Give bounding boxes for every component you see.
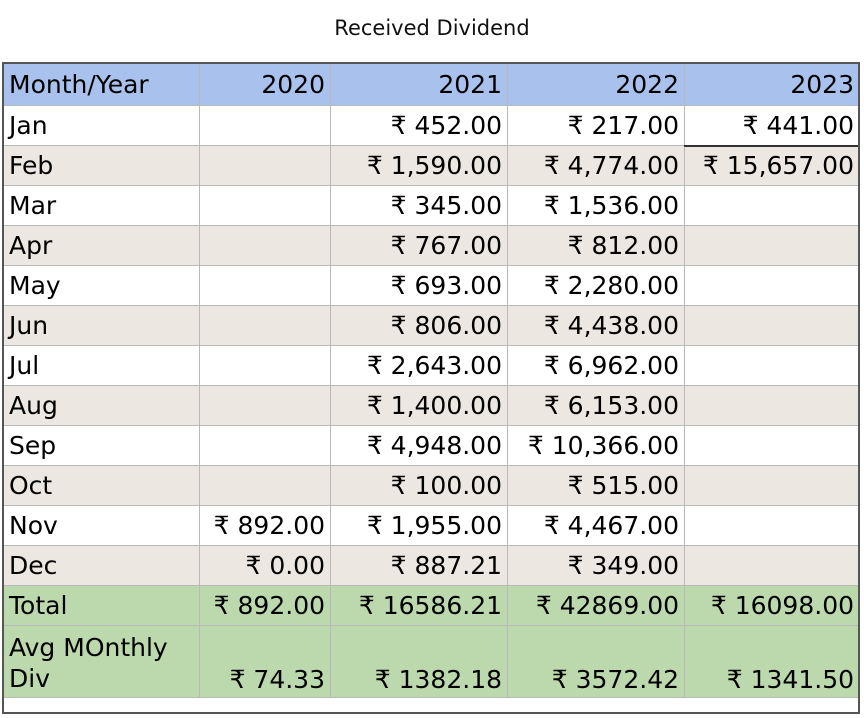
total-cell-2023[interactable]: ₹ 16098.00 xyxy=(684,585,860,626)
value-cell-2022[interactable]: ₹ 4,438.00 xyxy=(507,305,685,346)
month-cell[interactable]: Dec xyxy=(3,545,200,586)
table-row: Apr ₹ 767.00 ₹ 812.00 xyxy=(3,225,860,266)
value-cell-2021[interactable]: ₹ 1,955.00 xyxy=(330,505,508,546)
value-cell-2020[interactable] xyxy=(199,465,331,506)
value-cell-2021[interactable]: ₹ 806.00 xyxy=(330,305,508,346)
table-row: Nov ₹ 892.00 ₹ 1,955.00 ₹ 4,467.00 xyxy=(3,505,860,546)
value-cell-2022[interactable]: ₹ 349.00 xyxy=(507,545,685,586)
value-cell-2023[interactable] xyxy=(684,505,860,546)
value-cell-2023[interactable] xyxy=(684,225,860,266)
value-cell-2020[interactable] xyxy=(199,305,331,346)
month-cell[interactable]: Apr xyxy=(3,225,200,266)
table-row: May ₹ 693.00 ₹ 2,280.00 xyxy=(3,265,860,306)
value-cell-2020[interactable] xyxy=(199,185,331,226)
value-cell-2023[interactable] xyxy=(684,305,860,346)
value-cell-2022[interactable]: ₹ 10,366.00 xyxy=(507,425,685,466)
month-cell[interactable]: Jan xyxy=(3,105,200,146)
value-cell-2021[interactable]: ₹ 452.00 xyxy=(330,105,508,146)
month-cell[interactable]: May xyxy=(3,265,200,306)
value-cell-2022[interactable]: ₹ 4,774.00 xyxy=(507,145,685,186)
month-cell[interactable]: Sep xyxy=(3,425,200,466)
value-cell-2022[interactable]: ₹ 6,962.00 xyxy=(507,345,685,386)
value-cell-2021[interactable]: ₹ 345.00 xyxy=(330,185,508,226)
value-cell-2021[interactable]: ₹ 2,643.00 xyxy=(330,345,508,386)
table-row: Sep ₹ 4,948.00 ₹ 10,366.00 xyxy=(3,425,860,466)
month-cell[interactable]: Nov xyxy=(3,505,200,546)
avg-monthly-row: Avg MOnthly Div ₹ 74.33 ₹ 1382.18 ₹ 3572.42… xyxy=(3,625,860,698)
table-row: Jul ₹ 2,643.00 ₹ 6,962.00 xyxy=(3,345,860,386)
value-cell-2022[interactable]: ₹ 812.00 xyxy=(507,225,685,266)
value-cell-2023[interactable] xyxy=(684,345,860,386)
table-row: Aug ₹ 1,400.00 ₹ 6,153.00 xyxy=(3,385,860,426)
value-cell-2023[interactable] xyxy=(684,185,860,226)
table-row: Oct ₹ 100.00 ₹ 515.00 xyxy=(3,465,860,506)
total-cell-2022[interactable]: ₹ 42869.00 xyxy=(507,585,685,626)
value-cell-2020[interactable] xyxy=(199,345,331,386)
value-cell-2020[interactable] xyxy=(199,145,331,186)
table-row: Feb ₹ 1,590.00 ₹ 4,774.00 ₹ 15,657.00 xyxy=(3,145,860,186)
total-row: Total ₹ 892.00 ₹ 16586.21 ₹ 42869.00 ₹ 16098… xyxy=(3,585,860,626)
header-cell-2021[interactable]: 2021 xyxy=(330,63,508,106)
value-cell-2022[interactable]: ₹ 1,536.00 xyxy=(507,185,685,226)
month-cell[interactable]: Oct xyxy=(3,465,200,506)
value-cell-2022[interactable]: ₹ 4,467.00 xyxy=(507,505,685,546)
value-cell-2023[interactable] xyxy=(684,545,860,586)
value-cell-2021[interactable]: ₹ 693.00 xyxy=(330,265,508,306)
month-cell[interactable]: Feb xyxy=(3,145,200,186)
value-cell-2021[interactable]: ₹ 4,948.00 xyxy=(330,425,508,466)
month-cell[interactable]: Mar xyxy=(3,185,200,226)
value-cell-2022[interactable]: ₹ 6,153.00 xyxy=(507,385,685,426)
value-cell-2023[interactable]: ₹ 441.00 xyxy=(684,105,860,147)
header-cell-2020[interactable]: 2020 xyxy=(199,63,331,106)
value-cell-2020[interactable] xyxy=(199,265,331,306)
avg-cell-2021[interactable]: ₹ 1382.18 xyxy=(330,625,508,698)
table-row: Mar ₹ 345.00 ₹ 1,536.00 xyxy=(3,185,860,226)
value-cell-2020[interactable] xyxy=(199,425,331,466)
value-cell-2022[interactable]: ₹ 515.00 xyxy=(507,465,685,506)
value-cell-2022[interactable]: ₹ 2,280.00 xyxy=(507,265,685,306)
total-cell-2020[interactable]: ₹ 892.00 xyxy=(199,585,331,626)
dividend-table: Month/Year 2020 2021 2022 2023 Jan ₹ 452.… xyxy=(3,63,860,698)
header-cell-2023[interactable]: 2023 xyxy=(684,63,860,106)
value-cell-2021[interactable]: ₹ 1,400.00 xyxy=(330,385,508,426)
month-cell[interactable]: Jun xyxy=(3,305,200,346)
value-cell-2020[interactable]: ₹ 892.00 xyxy=(199,505,331,546)
avg-cell-2023[interactable]: ₹ 1341.50 xyxy=(684,625,860,698)
sheet-title: Received Dividend xyxy=(334,16,530,40)
value-cell-2023[interactable] xyxy=(684,265,860,306)
value-cell-2023[interactable]: ₹ 15,657.00 xyxy=(684,145,860,186)
value-cell-2023[interactable] xyxy=(684,425,860,466)
avg-cell-2022[interactable]: ₹ 3572.42 xyxy=(507,625,685,698)
month-cell[interactable]: Aug xyxy=(3,385,200,426)
total-label[interactable]: Total xyxy=(3,585,200,626)
value-cell-2020[interactable] xyxy=(199,385,331,426)
value-cell-2021[interactable]: ₹ 887.21 xyxy=(330,545,508,586)
value-cell-2021[interactable]: ₹ 100.00 xyxy=(330,465,508,506)
table-row: Jun ₹ 806.00 ₹ 4,438.00 xyxy=(3,305,860,346)
table-row: Jan ₹ 452.00 ₹ 217.00 ₹ 441.00 xyxy=(3,105,860,147)
avg-monthly-label[interactable]: Avg MOnthly Div xyxy=(3,625,200,698)
header-row: Month/Year 2020 2021 2022 2023 xyxy=(3,63,860,106)
header-cell-2022[interactable]: 2022 xyxy=(507,63,685,106)
table-row: Dec ₹ 0.00 ₹ 887.21 ₹ 349.00 xyxy=(3,545,860,586)
total-cell-2021[interactable]: ₹ 16586.21 xyxy=(330,585,508,626)
value-cell-2020[interactable] xyxy=(199,105,331,146)
value-cell-2023[interactable] xyxy=(684,385,860,426)
value-cell-2021[interactable]: ₹ 767.00 xyxy=(330,225,508,266)
value-cell-2021[interactable]: ₹ 1,590.00 xyxy=(330,145,508,186)
header-cell-month-year[interactable]: Month/Year xyxy=(3,63,200,106)
value-cell-2020[interactable]: ₹ 0.00 xyxy=(199,545,331,586)
value-cell-2022[interactable]: ₹ 217.00 xyxy=(507,105,685,146)
value-cell-2020[interactable] xyxy=(199,225,331,266)
avg-cell-2020[interactable]: ₹ 74.33 xyxy=(199,625,331,698)
value-cell-2023[interactable] xyxy=(684,465,860,506)
month-cell[interactable]: Jul xyxy=(3,345,200,386)
